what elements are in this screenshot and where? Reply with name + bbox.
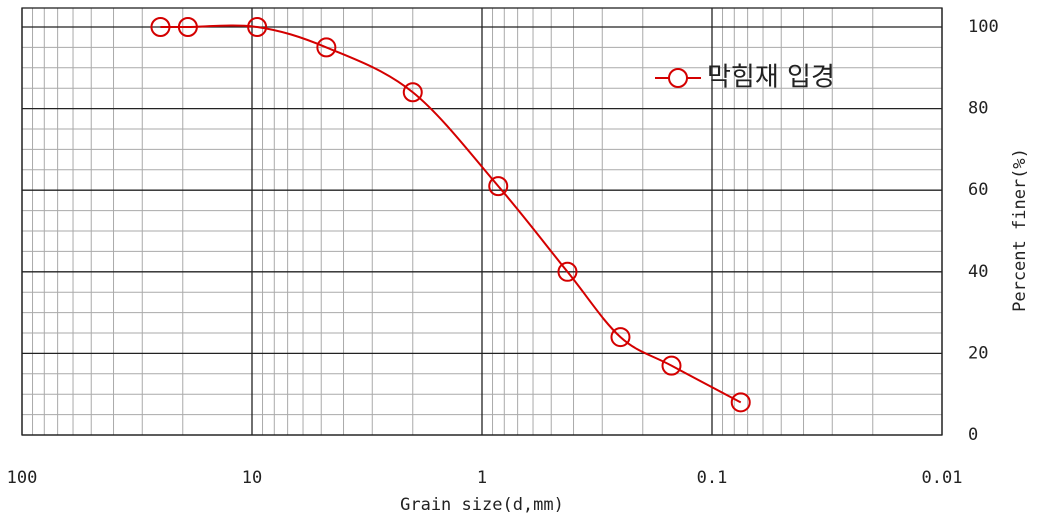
y-tick-label: 0 <box>968 425 978 445</box>
data-point <box>316 37 337 58</box>
y-tick-label: 40 <box>968 262 988 282</box>
x-axis-label: Grain size(d,mm) <box>400 495 564 515</box>
data-point <box>557 261 578 282</box>
y-tick-label: 60 <box>968 180 988 200</box>
data-point <box>661 355 682 376</box>
legend-marker <box>668 68 688 88</box>
legend-item: 막힘재 입경 <box>655 63 835 93</box>
x-tick-label: 10 <box>242 468 262 488</box>
data-line <box>160 24 742 404</box>
x-tick-label: 100 <box>7 468 38 488</box>
plot-frame <box>21 7 943 436</box>
data-point <box>177 17 198 37</box>
x-tick-label: 0.1 <box>697 468 728 488</box>
x-tick-label: 0.01 <box>922 468 963 488</box>
y-tick-label: 20 <box>968 343 988 363</box>
y-axis-label: Percent finer(%) <box>1010 148 1030 312</box>
data-point <box>730 392 751 413</box>
y-tick-label: 80 <box>968 99 988 119</box>
data-point <box>402 82 423 103</box>
y-tick-label: 100 <box>968 17 999 37</box>
data-point <box>247 17 268 37</box>
x-tick-label: 1 <box>477 468 487 488</box>
data-point <box>488 176 509 197</box>
data-point <box>610 327 631 348</box>
legend-label: 막힘재 입경 <box>707 63 835 93</box>
data-point <box>150 17 171 37</box>
